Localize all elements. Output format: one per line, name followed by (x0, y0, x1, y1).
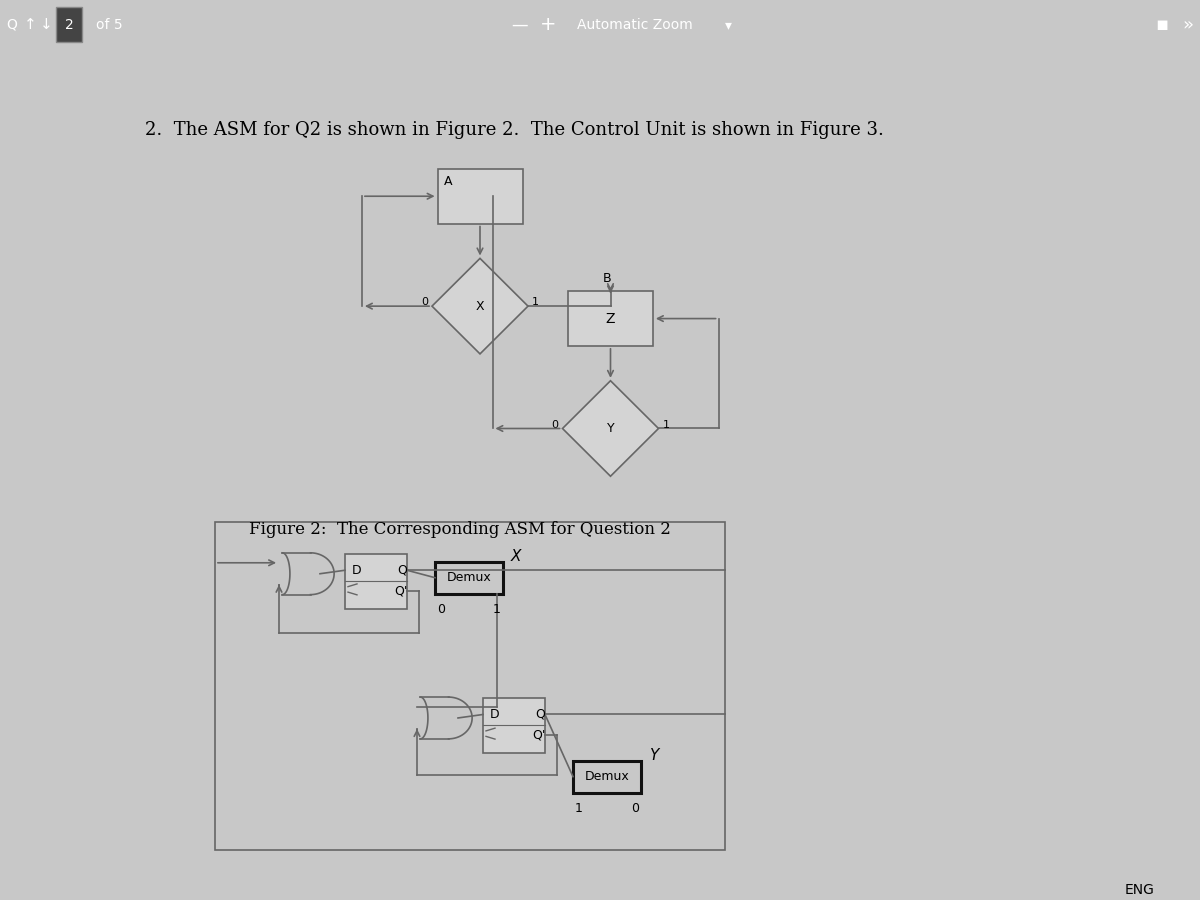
Text: 1: 1 (493, 603, 500, 616)
Text: ↓: ↓ (40, 17, 53, 32)
Text: Q': Q' (532, 729, 545, 742)
Text: ↑: ↑ (24, 17, 36, 32)
Polygon shape (563, 381, 659, 476)
Text: »: » (1182, 15, 1194, 33)
Text: Q: Q (6, 18, 18, 32)
Polygon shape (432, 258, 528, 354)
Text: Demux: Demux (584, 770, 629, 783)
Text: 0: 0 (552, 419, 558, 429)
Bar (482, 698, 545, 752)
Text: +: + (540, 15, 557, 34)
Text: Figure 2:  The Corresponding ASM for Question 2: Figure 2: The Corresponding ASM for Ques… (250, 521, 671, 538)
Text: 2.  The ASM for Q2 is shown in Figure 2.  The Control Unit is shown in Figure 3.: 2. The ASM for Q2 is shown in Figure 2. … (145, 122, 884, 140)
Text: Q: Q (535, 708, 545, 721)
Text: 0: 0 (631, 802, 640, 814)
Text: ENG: ENG (1126, 883, 1154, 897)
Bar (346, 554, 407, 608)
Text: D: D (352, 563, 361, 577)
Text: 0: 0 (437, 603, 445, 616)
Text: Y: Y (649, 748, 659, 763)
Text: of 5: of 5 (96, 18, 122, 32)
Bar (215, 522, 725, 850)
Text: Q: Q (397, 563, 407, 577)
Text: 2: 2 (65, 18, 73, 32)
Text: Demux: Demux (446, 572, 491, 584)
Text: Z: Z (606, 311, 616, 326)
Bar (436, 562, 503, 594)
Text: 0: 0 (421, 297, 428, 307)
Text: 1: 1 (575, 802, 583, 814)
Bar (568, 292, 653, 346)
Text: 1: 1 (662, 419, 670, 429)
Text: D: D (490, 708, 499, 721)
Text: ▪: ▪ (1156, 15, 1169, 34)
Text: —: — (511, 15, 528, 33)
Text: Automatic Zoom: Automatic Zoom (577, 18, 692, 32)
Text: X: X (511, 549, 522, 564)
Text: A: A (444, 175, 452, 188)
Bar (438, 169, 522, 223)
Text: Y: Y (607, 422, 614, 435)
Text: B: B (604, 273, 612, 285)
Text: 1: 1 (532, 297, 539, 307)
Text: ▾: ▾ (725, 18, 732, 32)
Text: X: X (475, 300, 485, 312)
FancyBboxPatch shape (56, 7, 82, 42)
Bar (574, 760, 641, 793)
Text: Q': Q' (394, 584, 407, 598)
